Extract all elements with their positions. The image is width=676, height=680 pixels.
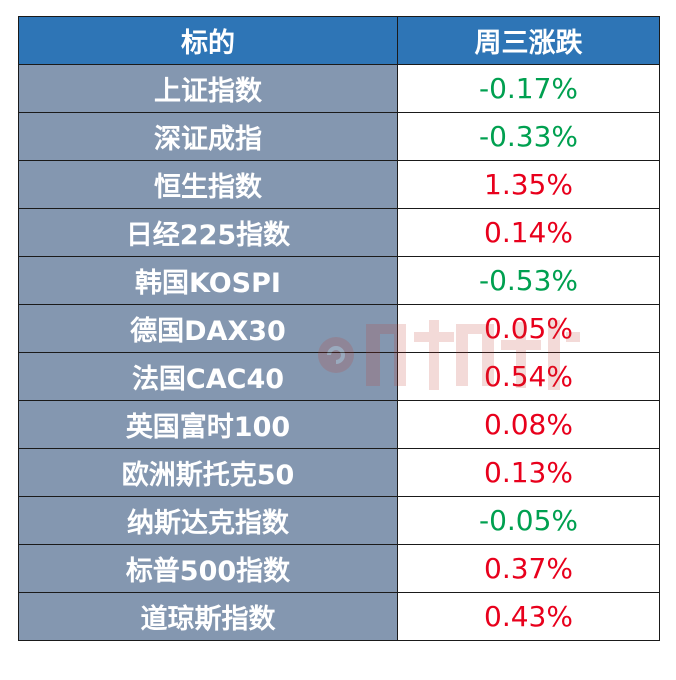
header-wednesday-change: 周三涨跌 xyxy=(397,16,660,65)
change-value-cell: 0.14% xyxy=(397,208,660,257)
instrument-name-cell: 深证成指 xyxy=(18,112,398,161)
market-table-container: 标的 周三涨跌 上证指数 -0.17% 深证成指 -0.33% 恒生指数 1.35% 日经2… xyxy=(18,16,660,666)
table-header-row: 标的 周三涨跌 xyxy=(18,16,660,65)
change-value-cell: 0.08% xyxy=(397,400,660,449)
table-row: 道琼斯指数 0.43% xyxy=(18,592,660,641)
table-row: 德国DAX30 0.05% xyxy=(18,304,660,353)
change-value-cell: -0.17% xyxy=(397,64,660,113)
instrument-name-cell: 法国CAC40 xyxy=(18,352,398,401)
instrument-name-cell: 英国富时100 xyxy=(18,400,398,449)
change-value-cell: 0.54% xyxy=(397,352,660,401)
table-row: 日经225指数 0.14% xyxy=(18,208,660,257)
table-row: 韩国KOSPI -0.53% xyxy=(18,256,660,305)
instrument-name-cell: 欧洲斯托克50 xyxy=(18,448,398,497)
instrument-name-cell: 恒生指数 xyxy=(18,160,398,209)
market-change-table: 标的 周三涨跌 上证指数 -0.17% 深证成指 -0.33% 恒生指数 1.35% 日经2… xyxy=(18,16,660,641)
instrument-name-cell: 韩国KOSPI xyxy=(18,256,398,305)
table-row: 标普500指数 0.37% xyxy=(18,544,660,593)
table-row: 纳斯达克指数 -0.05% xyxy=(18,496,660,545)
change-value-cell: 0.05% xyxy=(397,304,660,353)
table-row: 欧洲斯托克50 0.13% xyxy=(18,448,660,497)
table-row: 英国富时100 0.08% xyxy=(18,400,660,449)
header-instrument: 标的 xyxy=(18,16,398,65)
change-value-cell: 1.35% xyxy=(397,160,660,209)
table-row: 深证成指 -0.33% xyxy=(18,112,660,161)
change-value-cell: -0.53% xyxy=(397,256,660,305)
table-row: 法国CAC40 0.54% xyxy=(18,352,660,401)
instrument-name-cell: 纳斯达克指数 xyxy=(18,496,398,545)
change-value-cell: -0.33% xyxy=(397,112,660,161)
instrument-name-cell: 道琼斯指数 xyxy=(18,592,398,641)
table-row: 恒生指数 1.35% xyxy=(18,160,660,209)
change-value-cell: 0.37% xyxy=(397,544,660,593)
instrument-name-cell: 日经225指数 xyxy=(18,208,398,257)
change-value-cell: -0.05% xyxy=(397,496,660,545)
table-row: 上证指数 -0.17% xyxy=(18,64,660,113)
change-value-cell: 0.13% xyxy=(397,448,660,497)
instrument-name-cell: 德国DAX30 xyxy=(18,304,398,353)
instrument-name-cell: 上证指数 xyxy=(18,64,398,113)
change-value-cell: 0.43% xyxy=(397,592,660,641)
instrument-name-cell: 标普500指数 xyxy=(18,544,398,593)
